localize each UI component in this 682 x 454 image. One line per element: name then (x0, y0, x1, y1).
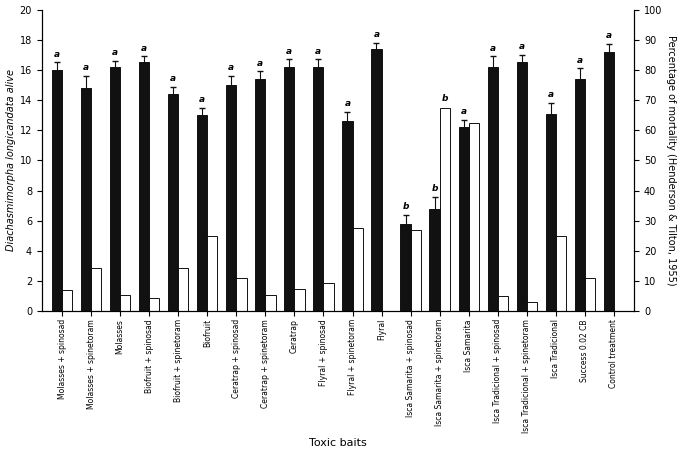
Bar (411, 230, 421, 311)
Text: a: a (112, 48, 118, 57)
Text: a: a (54, 49, 60, 59)
Bar (284, 67, 295, 311)
Bar (458, 127, 469, 311)
Bar (575, 79, 585, 311)
Text: a: a (460, 107, 466, 116)
Bar (516, 62, 527, 311)
Bar (353, 228, 363, 311)
Y-axis label: Percentage of mortality (Henderson & Tilton, 1955): Percentage of mortality (Henderson & Til… (666, 35, 677, 286)
Bar (91, 267, 102, 311)
Bar (585, 278, 595, 311)
Text: a: a (548, 90, 554, 99)
Text: a: a (577, 56, 583, 64)
Bar (110, 67, 120, 311)
X-axis label: Toxic baits: Toxic baits (309, 439, 367, 449)
Bar (139, 62, 149, 311)
Bar (313, 67, 323, 311)
Bar (178, 267, 188, 311)
Bar (255, 79, 265, 311)
Y-axis label: Diachasmimorpha longicandata alive: Diachasmimorpha longicandata alive (5, 69, 16, 252)
Bar (168, 94, 178, 311)
Bar (430, 209, 440, 311)
Bar (81, 88, 91, 311)
Text: a: a (490, 44, 496, 53)
Bar (62, 290, 72, 311)
Text: a: a (257, 59, 263, 68)
Bar (52, 70, 62, 311)
Text: a: a (606, 31, 612, 40)
Text: a: a (170, 74, 176, 83)
Bar (527, 302, 537, 311)
Text: b: b (441, 94, 448, 103)
Text: a: a (374, 30, 380, 39)
Bar (149, 298, 160, 311)
Text: a: a (141, 44, 147, 53)
Text: a: a (83, 63, 89, 72)
Bar (295, 289, 305, 311)
Text: a: a (286, 47, 293, 55)
Bar (546, 114, 556, 311)
Bar (323, 283, 333, 311)
Bar (604, 52, 614, 311)
Bar (372, 49, 381, 311)
Bar (265, 295, 276, 311)
Text: b: b (431, 184, 438, 193)
Text: b: b (402, 202, 409, 211)
Bar (488, 67, 498, 311)
Bar (237, 278, 246, 311)
Bar (498, 296, 508, 311)
Text: a: a (315, 47, 321, 55)
Bar (556, 236, 566, 311)
Bar (226, 85, 237, 311)
Bar (440, 108, 450, 311)
Text: a: a (344, 99, 351, 109)
Bar (469, 123, 479, 311)
Bar (207, 236, 218, 311)
Text: a: a (518, 42, 524, 51)
Bar (120, 295, 130, 311)
Text: a: a (199, 95, 205, 104)
Bar (197, 115, 207, 311)
Text: a: a (228, 63, 235, 72)
Bar (342, 121, 353, 311)
Bar (400, 224, 411, 311)
